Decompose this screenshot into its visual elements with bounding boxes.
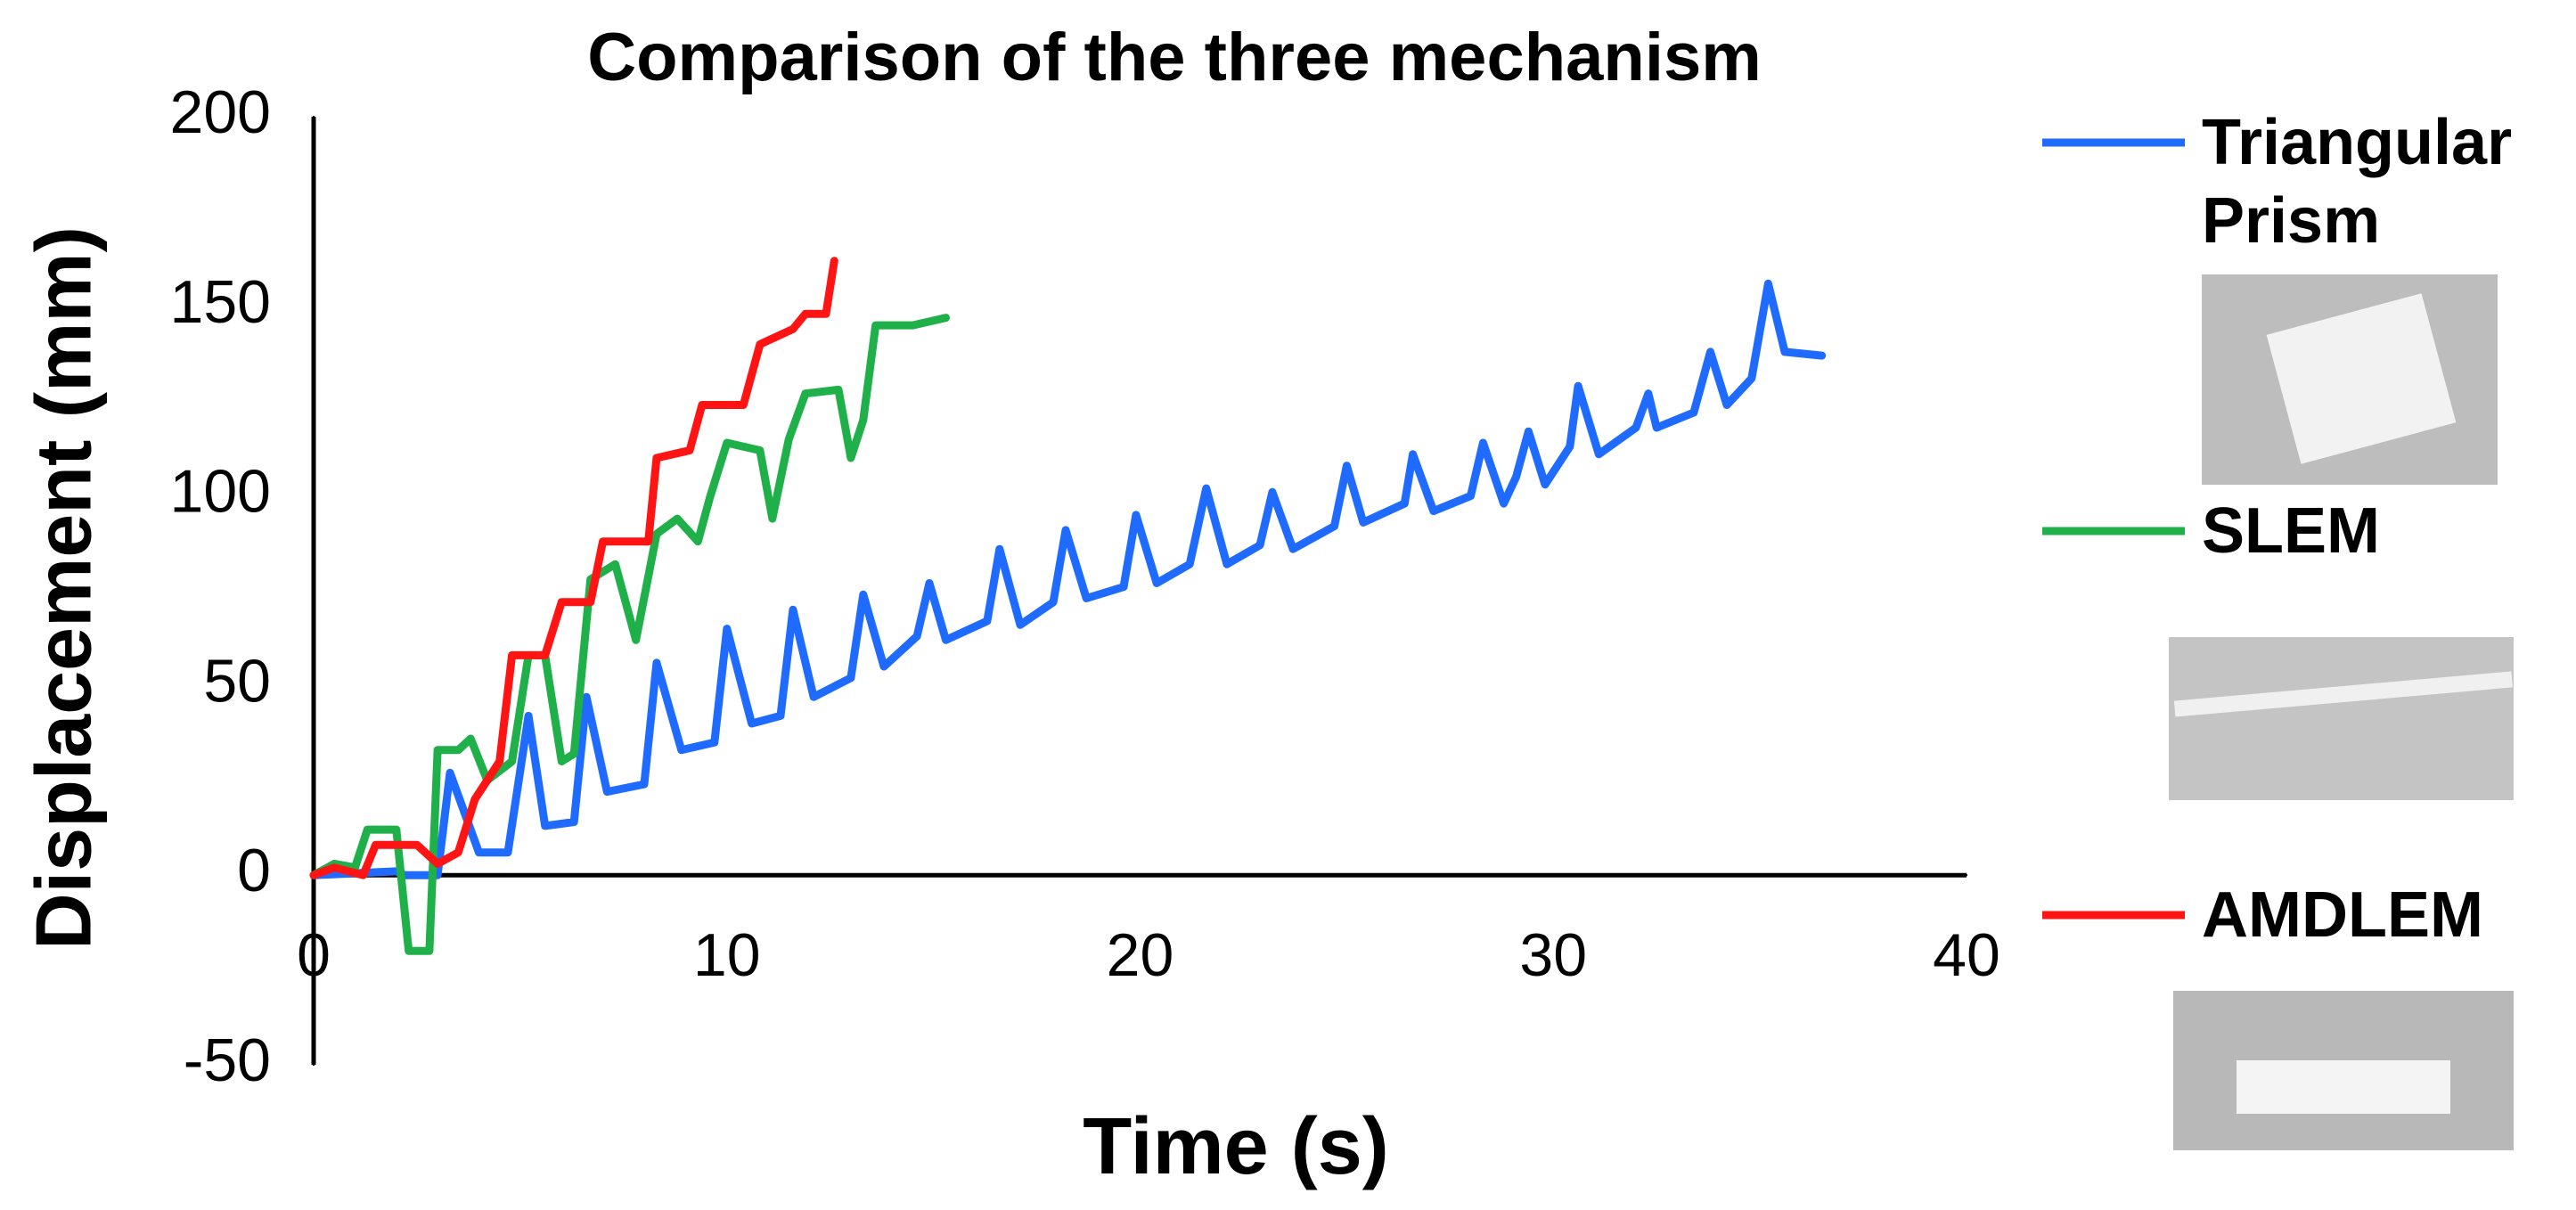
data-line — [309, 257, 838, 879]
y-tick-label: 50 — [203, 647, 271, 715]
data-line — [309, 279, 1827, 879]
y-tick-label: 150 — [170, 268, 271, 336]
x-tick-label: 0 — [297, 921, 331, 989]
legend-image-detail — [2173, 671, 2513, 717]
y-tick-label: 200 — [170, 78, 271, 146]
x-tick-label: 20 — [1107, 921, 1174, 989]
legend-image-detail — [2266, 293, 2457, 464]
legend-label: AMDLEM — [2202, 879, 2483, 951]
y-tick-label: 100 — [170, 458, 271, 526]
legend-image — [2169, 637, 2514, 800]
legend-label: SLEM — [2202, 495, 2381, 567]
legend-image-detail — [2237, 1060, 2450, 1114]
x-tick-label: 10 — [693, 921, 761, 989]
y-tick-label: 0 — [237, 837, 271, 904]
chart-title: Comparison of the three mechanism — [587, 20, 1762, 95]
legend-label: Triangular Prism — [2202, 107, 2513, 257]
y-axis-label: Displacement (mm) — [19, 226, 107, 950]
y-tick-label: -50 — [184, 1026, 271, 1094]
x-tick-label: 30 — [1519, 921, 1587, 989]
data-line — [309, 314, 950, 955]
x-tick-label: 40 — [1933, 921, 2000, 989]
x-axis-label: Time (s) — [1083, 1102, 1388, 1191]
